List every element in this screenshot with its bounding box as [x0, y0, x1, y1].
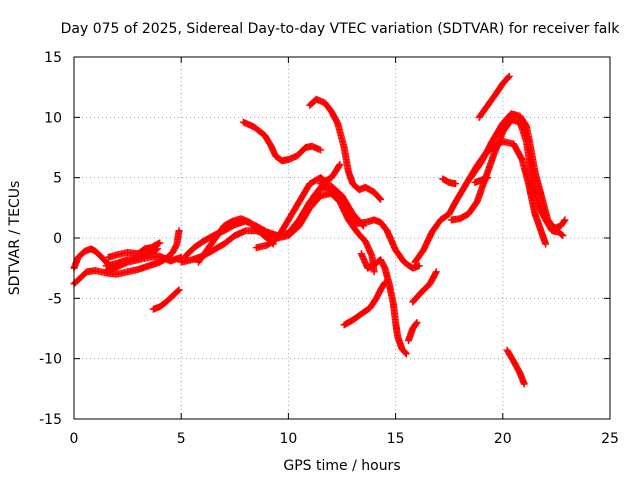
y-tick-label: -5 [48, 291, 62, 307]
data-point-marker [370, 268, 378, 276]
data-point-marker [432, 268, 440, 276]
data-points [70, 72, 569, 388]
data-point-marker [520, 380, 528, 388]
series-track-2 [70, 245, 121, 272]
data-point-marker [154, 245, 162, 253]
series-track-17 [404, 318, 421, 345]
y-axis-label: SDTVAR / TECUs [7, 181, 23, 296]
data-point-marker [504, 73, 512, 81]
data-point-marker [505, 72, 513, 80]
series-track-9 [194, 215, 277, 266]
axis-ticks: 0 5 10 15 20 25 -15 -10 -5 0 5 10 15 [39, 50, 619, 447]
data-point-marker [415, 262, 423, 270]
series-track-14 [306, 95, 385, 203]
chart-title: Day 075 of 2025, Sidereal Day-to-day VTE… [61, 21, 621, 37]
data-point-marker [559, 232, 567, 240]
y-tick-label: -10 [39, 352, 62, 368]
series-track-12 [302, 181, 423, 272]
x-tick-label: 20 [494, 431, 512, 447]
data-point-marker [558, 231, 566, 239]
data-point-marker [401, 349, 409, 357]
data-point-marker [413, 318, 421, 326]
y-tick-label: 0 [53, 231, 62, 247]
y-tick-label: 5 [53, 171, 62, 187]
y-tick-label: 10 [44, 110, 62, 126]
data-point-marker [432, 269, 440, 277]
series-track-5 [102, 245, 162, 270]
data-point-marker [317, 146, 325, 154]
data-point-marker [452, 180, 460, 188]
data-point-marker [412, 320, 420, 328]
series-track-13 [239, 118, 325, 165]
series-track-15 [340, 279, 389, 329]
data-point-marker [336, 160, 344, 168]
x-tick-label: 15 [387, 431, 405, 447]
data-point-marker [335, 162, 343, 170]
series-track-24 [471, 174, 492, 186]
data-point-marker [377, 195, 385, 203]
data-point-marker [376, 194, 384, 202]
data-point-marker [542, 240, 550, 248]
data-point-marker [560, 217, 568, 225]
series-track-25 [503, 346, 528, 388]
series-track-22 [475, 72, 513, 121]
data-point-marker [174, 287, 182, 295]
series-track-18 [409, 268, 440, 306]
data-point-marker [175, 227, 183, 235]
series-track-23 [439, 175, 460, 188]
data-point-marker [484, 174, 492, 182]
data-point-marker [402, 350, 410, 358]
data-point-marker [175, 286, 183, 294]
x-tick-label: 25 [601, 431, 619, 447]
data-point-marker [156, 239, 164, 247]
x-tick-label: 10 [279, 431, 297, 447]
y-tick-label: 15 [44, 50, 62, 66]
data-point-marker [561, 216, 569, 224]
x-axis-label: GPS time / hours [283, 458, 400, 474]
x-tick-label: 5 [177, 431, 186, 447]
x-tick-label: 0 [70, 431, 79, 447]
series-track-16 [357, 250, 410, 358]
series-track-6 [149, 286, 183, 313]
y-tick-label: -15 [39, 412, 62, 428]
series-track-21 [467, 110, 569, 232]
plot-frame [73, 56, 611, 420]
